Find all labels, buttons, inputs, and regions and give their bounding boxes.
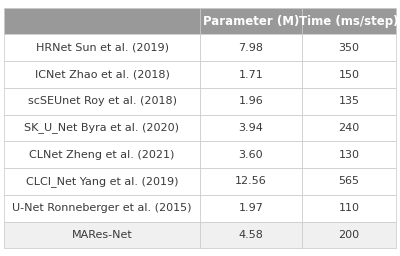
Text: ICNet Zhao et al. (2018): ICNet Zhao et al. (2018) [34,70,170,80]
Text: HRNet Sun et al. (2019): HRNet Sun et al. (2019) [36,43,168,53]
Text: 200: 200 [338,230,360,240]
Bar [200,195,302,222]
Text: 565: 565 [338,176,360,186]
Bar [302,8,396,34]
Bar [302,115,396,141]
Bar [4,115,200,141]
Text: 3.94: 3.94 [238,123,263,133]
Bar [200,168,302,195]
Text: 3.60: 3.60 [239,150,263,160]
Bar [200,34,302,61]
Bar [302,195,396,222]
Text: MARes-Net: MARes-Net [72,230,132,240]
Text: scSEUnet Roy et al. (2018): scSEUnet Roy et al. (2018) [28,96,176,106]
Bar [302,141,396,168]
Bar [4,8,200,34]
Text: 110: 110 [338,203,360,213]
Bar [200,61,302,88]
Text: 350: 350 [338,43,360,53]
Bar [4,195,200,222]
Text: 1.71: 1.71 [238,70,263,80]
Bar [200,88,302,115]
Text: 7.98: 7.98 [238,43,264,53]
Text: 240: 240 [338,123,360,133]
Bar [200,115,302,141]
Text: 130: 130 [338,150,360,160]
Text: 4.58: 4.58 [238,230,263,240]
Bar [4,61,200,88]
Text: Parameter (M): Parameter (M) [203,15,299,28]
Bar [4,34,200,61]
Text: 135: 135 [338,96,360,106]
Bar [302,222,396,248]
Text: Time (ms/step): Time (ms/step) [299,15,399,28]
Bar [200,141,302,168]
Bar [4,88,200,115]
Text: SK_U_Net Byra et al. (2020): SK_U_Net Byra et al. (2020) [24,123,180,133]
Text: 12.56: 12.56 [235,176,267,186]
Bar [302,168,396,195]
Text: CLNet Zheng et al. (2021): CLNet Zheng et al. (2021) [29,150,175,160]
Bar [4,168,200,195]
Bar [4,222,200,248]
Text: 1.97: 1.97 [238,203,263,213]
Bar [4,141,200,168]
Bar [302,34,396,61]
Text: CLCI_Net Yang et al. (2019): CLCI_Net Yang et al. (2019) [26,176,178,187]
Text: 150: 150 [338,70,360,80]
Text: U-Net Ronneberger et al. (2015): U-Net Ronneberger et al. (2015) [12,203,192,213]
Bar [200,222,302,248]
Bar [302,88,396,115]
Bar [302,61,396,88]
Bar [200,8,302,34]
Text: 1.96: 1.96 [238,96,263,106]
